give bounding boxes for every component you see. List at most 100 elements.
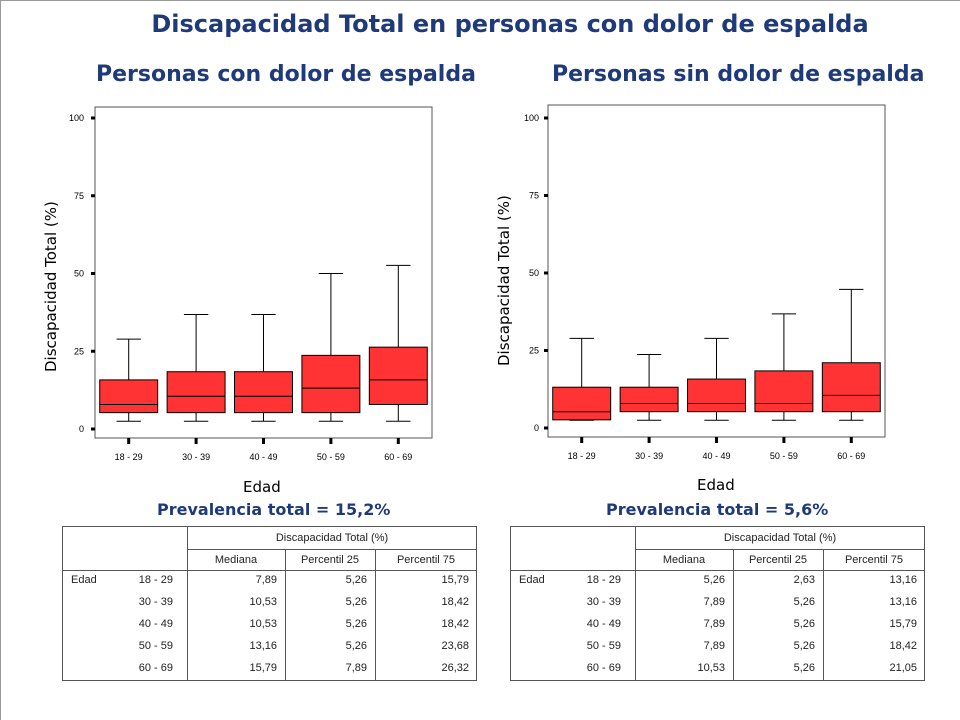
table-row-group-label: Edad (71, 574, 97, 586)
table-vline-0 (187, 527, 188, 680)
table-vline-0 (635, 527, 636, 680)
table-cell-1-0: 7,89 (703, 596, 725, 608)
table-vline-1 (733, 549, 734, 680)
x-tick-label-1-0: 18 - 29 (568, 451, 596, 461)
y-tick-label-0-4: 100 (69, 113, 84, 123)
table-row-label-0: 18 - 29 (586, 574, 621, 586)
table-vline-1 (285, 549, 286, 680)
table-cell-1-1: 5,26 (345, 596, 367, 608)
table-cell-1-2: 18,42 (441, 596, 469, 608)
table-cell-3-0: 7,89 (703, 640, 725, 652)
box-1-4 (821, 362, 881, 413)
y-tick-label-1-0: 0 (534, 423, 539, 433)
box-1-0 (552, 386, 612, 421)
x-tick-label-1-1: 30 - 39 (635, 451, 663, 461)
table-cell-0-2: 13,16 (889, 574, 917, 586)
main-title: Discapacidad Total en personas con dolor… (151, 10, 869, 38)
y-tick-label-1-4: 100 (524, 113, 539, 123)
x-tick-label-0-0: 18 - 29 (115, 452, 143, 462)
table-line-group (187, 549, 477, 550)
x-tick-label-1-2: 40 - 49 (702, 451, 730, 461)
table-cell-0-0: 7,89 (255, 574, 277, 586)
table-cell-4-1: 7,89 (345, 662, 367, 674)
table-cell-3-1: 5,26 (793, 640, 815, 652)
x-axis-label-left: Edad (243, 478, 281, 496)
table-row-label-1: 30 - 39 (586, 596, 621, 608)
table-cell-2-2: 18,42 (441, 618, 469, 630)
box-0-1 (166, 371, 226, 414)
table-row-label-2: 40 - 49 (586, 618, 621, 630)
table-vline-2 (823, 549, 824, 680)
x-tick-label-0-2: 40 - 49 (249, 452, 277, 462)
table-row-label-0: 18 - 29 (138, 574, 173, 586)
y-tick-label-0-1: 25 (74, 346, 84, 356)
table-col-header-1: Percentil 25 (748, 554, 808, 566)
table-cell-3-0: 13,16 (249, 640, 277, 652)
prevalence-left: Prevalencia total = 15,2% (157, 500, 391, 519)
y-tick-label-0-3: 75 (74, 191, 84, 201)
table-col-header-2: Percentil 75 (844, 554, 904, 566)
table-cell-0-1: 2,63 (793, 574, 815, 586)
table-row-label-1: 30 - 39 (138, 596, 173, 608)
table-row-label-4: 60 - 69 (586, 662, 621, 674)
table-col-header-0: Mediana (214, 554, 258, 566)
x-tick-label-1-4: 60 - 69 (837, 451, 865, 461)
table-cell-3-2: 23,68 (441, 640, 469, 652)
table-row-label-3: 50 - 59 (138, 640, 173, 652)
panel-title-right: Personas sin dolor de espalda (552, 62, 925, 87)
table-line-header (63, 570, 477, 571)
box-0-4 (368, 346, 428, 405)
table-cell-4-0: 10,53 (697, 662, 725, 674)
table-cell-1-0: 10,53 (249, 596, 277, 608)
table-row-label-4: 60 - 69 (138, 662, 173, 674)
table-row-label-2: 40 - 49 (138, 618, 173, 630)
x-tick-label-0-1: 30 - 39 (182, 452, 210, 462)
table-group-header: Discapacidad Total (%) (275, 532, 389, 544)
table-cell-3-2: 18,42 (889, 640, 917, 652)
table-cell-4-2: 26,32 (441, 662, 469, 674)
box-0-0 (99, 379, 159, 414)
prevalence-right: Prevalencia total = 5,6% (606, 500, 829, 519)
table-cell-2-2: 15,79 (889, 618, 917, 630)
table-cell-0-1: 5,26 (345, 574, 367, 586)
y-tick-label-0-0: 0 (79, 424, 84, 434)
box-0-2 (234, 371, 293, 414)
table-row-label-3: 50 - 59 (586, 640, 621, 652)
table-cell-3-1: 5,26 (345, 640, 367, 652)
y-tick-label-0-2: 50 (74, 269, 84, 279)
table-cell-4-0: 15,79 (249, 662, 277, 674)
box-1-1 (619, 386, 679, 413)
x-tick-label-1-3: 50 - 59 (770, 451, 798, 461)
table-col-header-0: Mediana (662, 554, 706, 566)
y-tick-label-1-3: 75 (529, 191, 539, 201)
x-axis-label-right: Edad (697, 476, 735, 494)
table-line-group (635, 549, 925, 550)
stats-table-right: Discapacidad Total (%) Mediana Percentil 2… (510, 526, 925, 681)
table-col-header-1: Percentil 25 (300, 554, 360, 566)
x-tick-label-0-4: 60 - 69 (384, 452, 412, 462)
table-cell-2-0: 7,89 (703, 618, 725, 630)
table-cell-1-1: 5,26 (793, 596, 815, 608)
box-1-3 (754, 370, 814, 413)
table-line-header (511, 570, 925, 571)
table-group-header: Discapacidad Total (%) (723, 532, 837, 544)
table-row-group-label: Edad (519, 574, 545, 586)
table-cell-2-1: 5,26 (793, 618, 815, 630)
x-tick-label-0-3: 50 - 59 (317, 452, 345, 462)
y-tick-label-1-1: 25 (529, 346, 539, 356)
stats-table-left: Discapacidad Total (%) Mediana Percentil 2… (62, 526, 477, 681)
table-cell-0-0: 5,26 (703, 574, 725, 586)
table-vline-2 (375, 549, 376, 680)
table-cell-2-1: 5,26 (345, 618, 367, 630)
table-cell-1-2: 13,16 (889, 596, 917, 608)
table-col-header-2: Percentil 75 (396, 554, 456, 566)
table-cell-2-0: 10,53 (249, 618, 277, 630)
table-cell-0-2: 15,79 (441, 574, 469, 586)
table-cell-4-1: 5,26 (793, 662, 815, 674)
y-tick-label-1-2: 50 (529, 268, 539, 278)
table-cell-4-2: 21,05 (889, 662, 917, 674)
panel-title-left: Personas con dolor de espalda (96, 62, 476, 87)
box-0-3 (301, 354, 361, 414)
